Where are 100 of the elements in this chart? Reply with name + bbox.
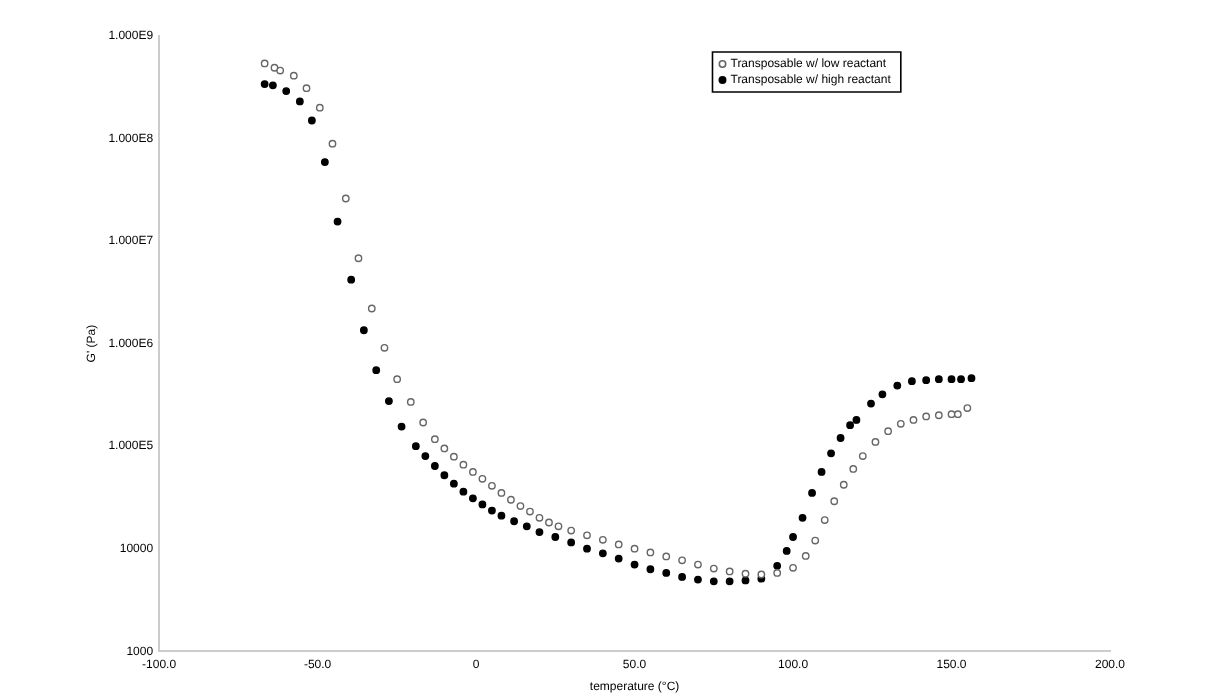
- point: [276, 66, 285, 75]
- point: [497, 511, 506, 520]
- point: [741, 569, 750, 578]
- point: [430, 462, 439, 470]
- point: [522, 522, 531, 531]
- point: [789, 563, 797, 572]
- point: [478, 500, 487, 509]
- point: [725, 577, 734, 586]
- point: [598, 535, 607, 544]
- point: [709, 577, 718, 586]
- point: [963, 404, 972, 412]
- point: [393, 375, 402, 384]
- point: [789, 533, 797, 541]
- point: [567, 538, 576, 547]
- point: [328, 139, 337, 148]
- point: [551, 533, 560, 541]
- point: [516, 502, 525, 511]
- point: [773, 569, 782, 577]
- point: [347, 275, 356, 284]
- point: [282, 87, 291, 96]
- point: [459, 487, 468, 496]
- point: [678, 573, 686, 581]
- point: [678, 556, 686, 565]
- point: [957, 375, 965, 384]
- point: [922, 376, 931, 385]
- point: [858, 452, 867, 460]
- point: [354, 254, 363, 263]
- point: [836, 434, 845, 442]
- point: [459, 460, 468, 469]
- point: [421, 452, 430, 460]
- point: [839, 480, 848, 489]
- point: [488, 481, 496, 490]
- point: [849, 464, 858, 473]
- point: [469, 468, 477, 476]
- point: [893, 381, 902, 390]
- point: [341, 194, 350, 203]
- point: [440, 444, 449, 453]
- point: [878, 390, 887, 399]
- point: [554, 522, 563, 531]
- point: [934, 375, 943, 384]
- point: [583, 531, 591, 540]
- point: [385, 397, 393, 405]
- point: [469, 494, 477, 503]
- point: [397, 422, 406, 431]
- point: [535, 528, 544, 537]
- point: [798, 513, 807, 522]
- point: [884, 427, 893, 436]
- point: [406, 398, 415, 406]
- point: [953, 410, 962, 419]
- point: [967, 374, 976, 383]
- point: [372, 366, 381, 375]
- point: [359, 326, 368, 335]
- point: [449, 479, 458, 488]
- point: [725, 567, 734, 576]
- point: [567, 526, 576, 535]
- point: [488, 506, 496, 515]
- point: [507, 495, 515, 504]
- point: [909, 416, 918, 424]
- point: [411, 442, 420, 451]
- point: [260, 59, 269, 68]
- point: [934, 411, 943, 420]
- point: [270, 63, 279, 72]
- point: [827, 449, 835, 458]
- point: [260, 80, 269, 88]
- point: [808, 488, 816, 497]
- point: [662, 552, 671, 561]
- point: [741, 576, 750, 585]
- point: [896, 419, 905, 428]
- point: [430, 435, 439, 444]
- point: [545, 518, 553, 527]
- point: [614, 540, 623, 549]
- point: [419, 418, 428, 427]
- point: [846, 421, 854, 430]
- point: [380, 343, 389, 352]
- point: [526, 507, 534, 516]
- point: [646, 565, 655, 574]
- point: [646, 548, 655, 557]
- point: [302, 84, 311, 93]
- point: [908, 377, 916, 386]
- point: [289, 71, 298, 80]
- point: [871, 437, 880, 446]
- point: [269, 81, 277, 90]
- point: [820, 516, 829, 524]
- point: [662, 569, 671, 577]
- point: [367, 304, 376, 313]
- point: [801, 552, 810, 560]
- point: [782, 547, 791, 555]
- point: [295, 97, 304, 106]
- point: [811, 536, 820, 545]
- point: [947, 410, 956, 419]
- point: [598, 549, 607, 558]
- point: [307, 116, 316, 125]
- point: [947, 375, 956, 384]
- point: [315, 103, 324, 112]
- point: [440, 471, 449, 480]
- point: [478, 474, 487, 483]
- point: [614, 554, 623, 563]
- point: [694, 575, 702, 584]
- point: [535, 513, 544, 522]
- point: [773, 561, 782, 570]
